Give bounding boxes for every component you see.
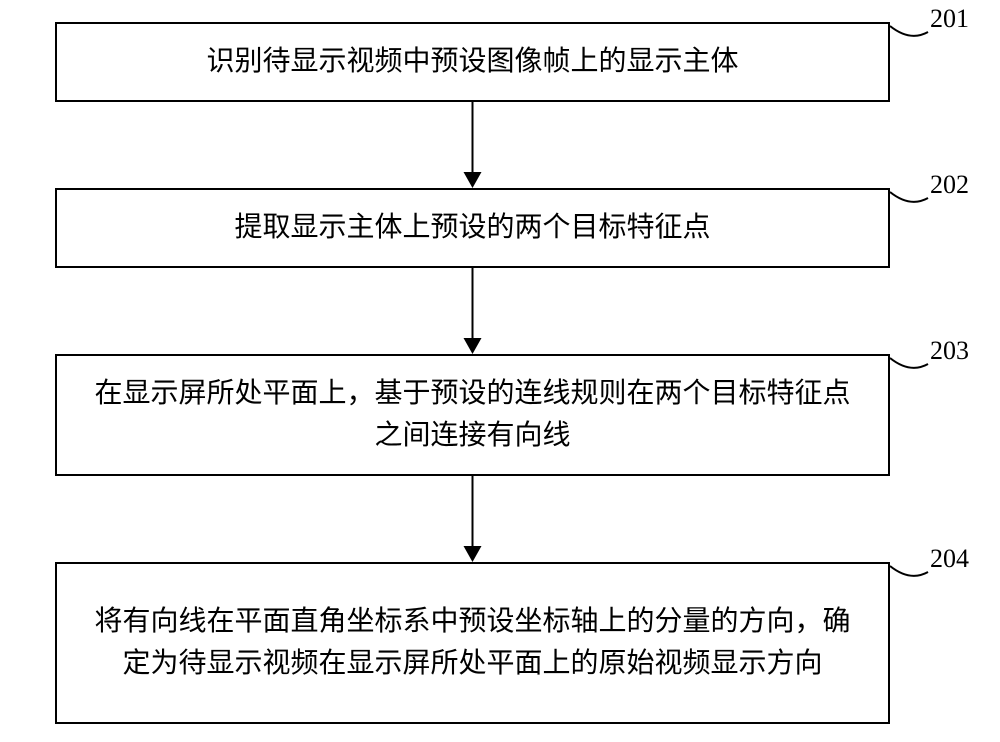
flowchart-canvas: 识别待显示视频中预设图像帧上的显示主体201提取显示主体上预设的两个目标特征点2… xyxy=(0,0,1000,742)
flow-arrow xyxy=(0,0,1000,742)
